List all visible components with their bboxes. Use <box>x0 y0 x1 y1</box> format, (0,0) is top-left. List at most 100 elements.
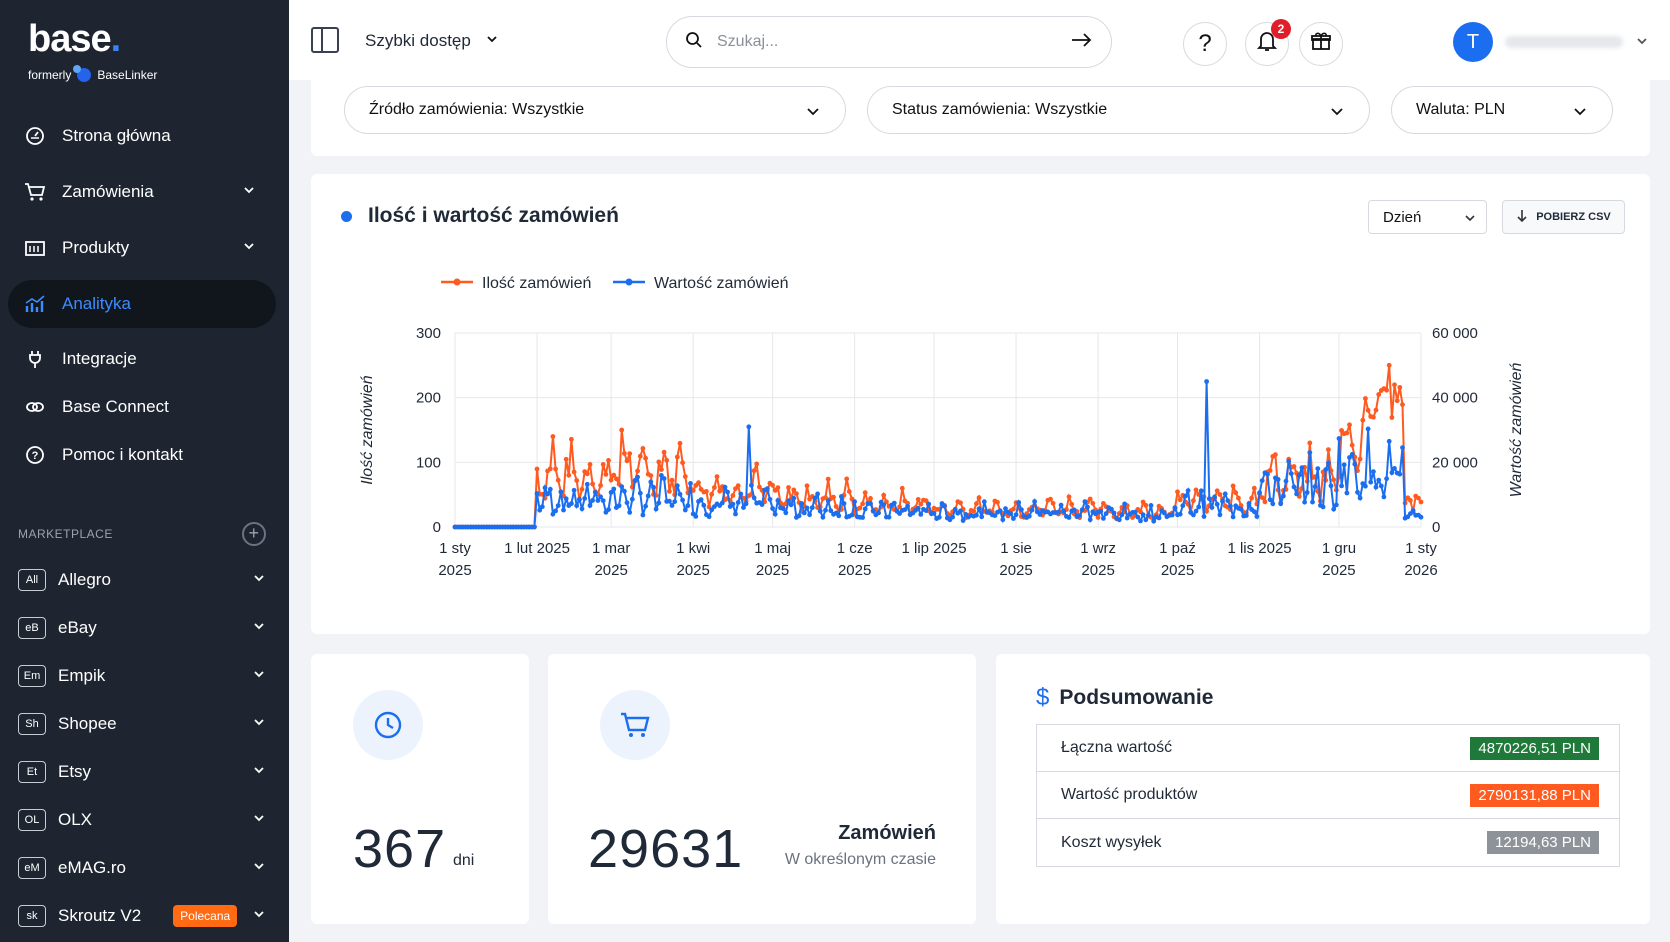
value-series-point <box>1349 452 1355 457</box>
value-series-point <box>759 502 765 507</box>
orders-series-point <box>1233 490 1239 496</box>
orders-series-point <box>1397 385 1403 390</box>
value-series-point <box>1148 503 1154 508</box>
x-tick-label-year: 2026 <box>1404 562 1437 579</box>
chevron-down-icon <box>252 762 266 782</box>
summary-value-badge: 2790131,88 PLN <box>1470 783 1599 807</box>
orders-series-point <box>833 504 839 509</box>
orders-series-point <box>1347 422 1352 428</box>
marketplace-emag[interactable]: eM eMAG.ro <box>18 844 266 892</box>
y-left-tick-label: 300 <box>416 325 441 342</box>
logo[interactable]: base. formerly BaseLinker <box>28 18 158 82</box>
value-series-point <box>1384 476 1389 482</box>
add-marketplace-button[interactable]: + <box>242 522 266 546</box>
help-button[interactable]: ? <box>1183 22 1227 66</box>
marketplace-allegro[interactable]: All Allegro <box>18 556 266 604</box>
orders-series-point <box>590 481 595 487</box>
value-series-point <box>632 478 638 483</box>
order-status-select[interactable]: Status zamówienia: Wszystkie <box>867 86 1370 134</box>
nav-item-base-connect[interactable]: Base Connect <box>8 384 276 430</box>
order-status-value: Status zamówienia: Wszystkie <box>892 101 1108 118</box>
orders-series-point <box>669 477 675 483</box>
value-series-point <box>1183 493 1188 499</box>
search-input[interactable] <box>717 33 1071 51</box>
value-series-point <box>796 513 802 519</box>
value-series-point <box>637 490 643 496</box>
orders-series-point <box>656 459 662 465</box>
marketplace-shopee[interactable]: Sh Shopee <box>18 700 266 748</box>
value-series-point <box>709 507 715 513</box>
orders-series-point <box>677 440 683 446</box>
sidebar-toggle-icon[interactable] <box>311 27 339 53</box>
marketplace-label: eBay <box>58 618 97 637</box>
download-csv-button[interactable]: POBIERZ CSV <box>1502 200 1625 234</box>
value-series-point <box>770 506 775 511</box>
orders-series-point <box>757 484 762 490</box>
main-nav: Strona główna Zamówienia Produkty Analit… <box>8 112 276 480</box>
value-series-point <box>788 502 794 508</box>
nav-item-help[interactable]: ? Pomoc i kontakt <box>8 432 276 478</box>
value-series-point <box>905 503 910 509</box>
link-icon <box>24 396 46 418</box>
marketplace-empik[interactable]: Em Empik <box>18 652 266 700</box>
avatar[interactable]: T <box>1453 22 1493 62</box>
nav-item-home[interactable]: Strona główna <box>8 112 276 160</box>
orders-series-point <box>1386 362 1392 368</box>
value-series-point <box>1307 450 1313 455</box>
chevron-down-icon <box>252 858 266 878</box>
x-tick-label-year: 2025 <box>756 562 789 579</box>
marketplace-list: All Allegro eB eBay Em Empik Sh Shopee E… <box>18 556 266 940</box>
marketplace-olx[interactable]: OL OLX <box>18 796 266 844</box>
orders-series-point <box>1262 499 1268 505</box>
orders-series-point <box>1259 495 1265 500</box>
marketplace-ebay[interactable]: eB eBay <box>18 604 266 652</box>
orders-series-point <box>553 466 558 472</box>
value-series-point <box>1392 466 1397 471</box>
orders-series-point <box>682 474 688 479</box>
nav-item-integrations[interactable]: Integracje <box>8 336 276 382</box>
download-csv-label: POBIERZ CSV <box>1536 211 1611 223</box>
value-series-point <box>682 507 688 513</box>
value-series-point <box>1288 471 1294 476</box>
value-series-point <box>1026 513 1032 519</box>
orders-series-point <box>862 490 868 495</box>
notifications-button[interactable]: 2 <box>1245 19 1291 66</box>
orders-series-point <box>1371 414 1376 420</box>
help-icon: ? <box>24 444 46 466</box>
nav-item-orders[interactable]: Zamówienia <box>8 168 276 216</box>
value-series-point <box>1119 512 1125 518</box>
value-series-point <box>635 474 640 480</box>
value-series-point <box>1275 477 1281 482</box>
apps-button[interactable] <box>1299 22 1343 66</box>
orders-series-point <box>598 483 603 488</box>
quick-access-dropdown[interactable]: Szybki dostęp <box>365 31 499 51</box>
marketplace-skroutz[interactable]: sk Skroutz V2 Polecana <box>18 892 266 940</box>
value-series-point <box>1336 436 1342 441</box>
order-source-select[interactable]: Źródło zamówienia: Wszystkie <box>344 86 846 134</box>
orders-series-point <box>619 427 625 433</box>
orders-series-point <box>857 505 863 511</box>
value-series-point <box>852 499 857 505</box>
value-series-point <box>1365 426 1371 432</box>
marketplace-label: Etsy <box>58 762 92 781</box>
marketplace-etsy[interactable]: Et Etsy <box>18 748 266 796</box>
value-series-point <box>680 497 685 503</box>
period-select[interactable]: Dzień <box>1368 200 1487 234</box>
value-series-point <box>1177 511 1183 517</box>
nav-item-products[interactable]: Produkty <box>8 224 276 272</box>
value-series-point <box>772 511 778 517</box>
orders-series-point <box>574 478 580 483</box>
nav-item-analytics[interactable]: Analityka <box>8 280 276 328</box>
value-series-point <box>1357 495 1363 501</box>
orders-series-point <box>775 485 781 490</box>
x-tick-label: 1 paź <box>1159 540 1196 557</box>
chevron-down-icon[interactable] <box>1635 34 1649 53</box>
value-series-point <box>976 506 982 512</box>
search-submit-arrow-icon[interactable] <box>1071 32 1093 53</box>
value-series-point <box>1312 484 1318 489</box>
x-tick-label: 1 lis 2025 <box>1227 540 1291 557</box>
currency-select[interactable]: Waluta: PLN <box>1391 86 1613 134</box>
x-tick-label: 1 wrz <box>1080 540 1116 557</box>
x-tick-label: 1 gru <box>1322 540 1356 557</box>
value-series-point <box>1291 484 1297 490</box>
